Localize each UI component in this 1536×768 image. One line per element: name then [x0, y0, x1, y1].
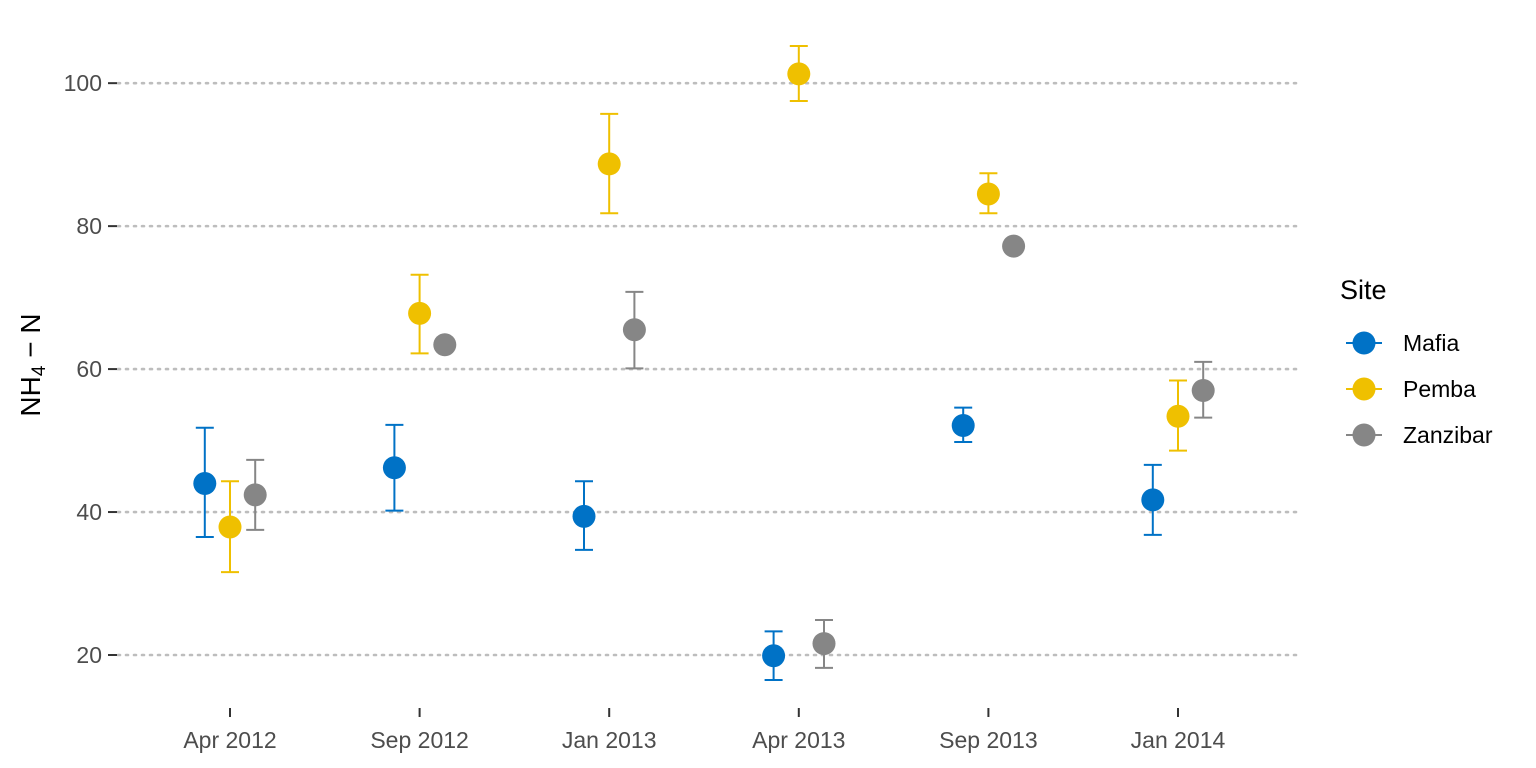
data-points: [193, 62, 1215, 668]
y-axis-title-main: NH: [15, 376, 46, 416]
point-pemba-apr-2012: [218, 515, 242, 539]
y-axis-title: NH4 − N: [15, 313, 50, 416]
legend: Site Mafia Pemba Zanzibar: [1340, 275, 1493, 448]
legend-items: Mafia Pemba Zanzibar: [1346, 330, 1493, 448]
point-zanzibar-jan-2014: [1191, 379, 1215, 403]
point-zanzibar-apr-2013: [812, 632, 836, 656]
point-pemba-jan-2014: [1166, 404, 1190, 428]
y-tick-label-40: 40: [76, 499, 102, 525]
y-tick-label-80: 80: [76, 213, 102, 239]
legend-key-pemba: [1352, 377, 1376, 401]
point-pemba-jan-2013: [597, 152, 621, 176]
legend-label-mafia: Mafia: [1403, 330, 1459, 356]
error-bars: [195, 44, 1213, 682]
y-axis-title-subscript: 4: [29, 365, 50, 376]
point-pemba-apr-2013: [787, 62, 811, 86]
axes: 20 40 60 80 100 Apr 2012 Sep 2012 Jan 2013 Apr 2…: [64, 70, 1226, 753]
x-tick-label-jan-2013: Jan 2013: [562, 727, 657, 753]
y-tick-label-20: 20: [76, 642, 102, 668]
legend-label-pemba: Pemba: [1403, 376, 1476, 402]
point-mafia-jan-2014: [1141, 488, 1165, 512]
legend-key-zanzibar: [1352, 423, 1376, 447]
point-mafia-jan-2013: [572, 504, 596, 528]
point-zanzibar-sep-2013: [1002, 234, 1026, 258]
point-zanzibar-apr-2012: [243, 483, 267, 507]
point-pemba-sep-2012: [408, 301, 432, 325]
point-mafia-apr-2012: [193, 471, 217, 495]
x-tick-label-sep-2013: Sep 2013: [939, 727, 1037, 753]
legend-key-mafia: [1352, 331, 1376, 355]
x-tick-label-sep-2012: Sep 2012: [370, 727, 468, 753]
legend-label-zanzibar: Zanzibar: [1403, 422, 1493, 448]
y-axis-title-suffix: − N: [15, 313, 46, 365]
x-tick-label-jan-2014: Jan 2014: [1131, 727, 1226, 753]
point-pemba-sep-2013: [976, 182, 1000, 206]
point-mafia-sep-2013: [951, 414, 975, 438]
x-tick-label-apr-2013: Apr 2013: [752, 727, 845, 753]
x-tick-label-apr-2012: Apr 2012: [183, 727, 276, 753]
point-zanzibar-sep-2012: [433, 333, 457, 357]
y-tick-label-100: 100: [64, 70, 102, 96]
legend-title: Site: [1340, 275, 1387, 305]
gridlines: [116, 81, 1298, 657]
point-zanzibar-jan-2013: [622, 318, 646, 342]
point-mafia-apr-2013: [762, 644, 786, 668]
y-tick-label-60: 60: [76, 356, 102, 382]
point-mafia-sep-2012: [382, 456, 406, 480]
